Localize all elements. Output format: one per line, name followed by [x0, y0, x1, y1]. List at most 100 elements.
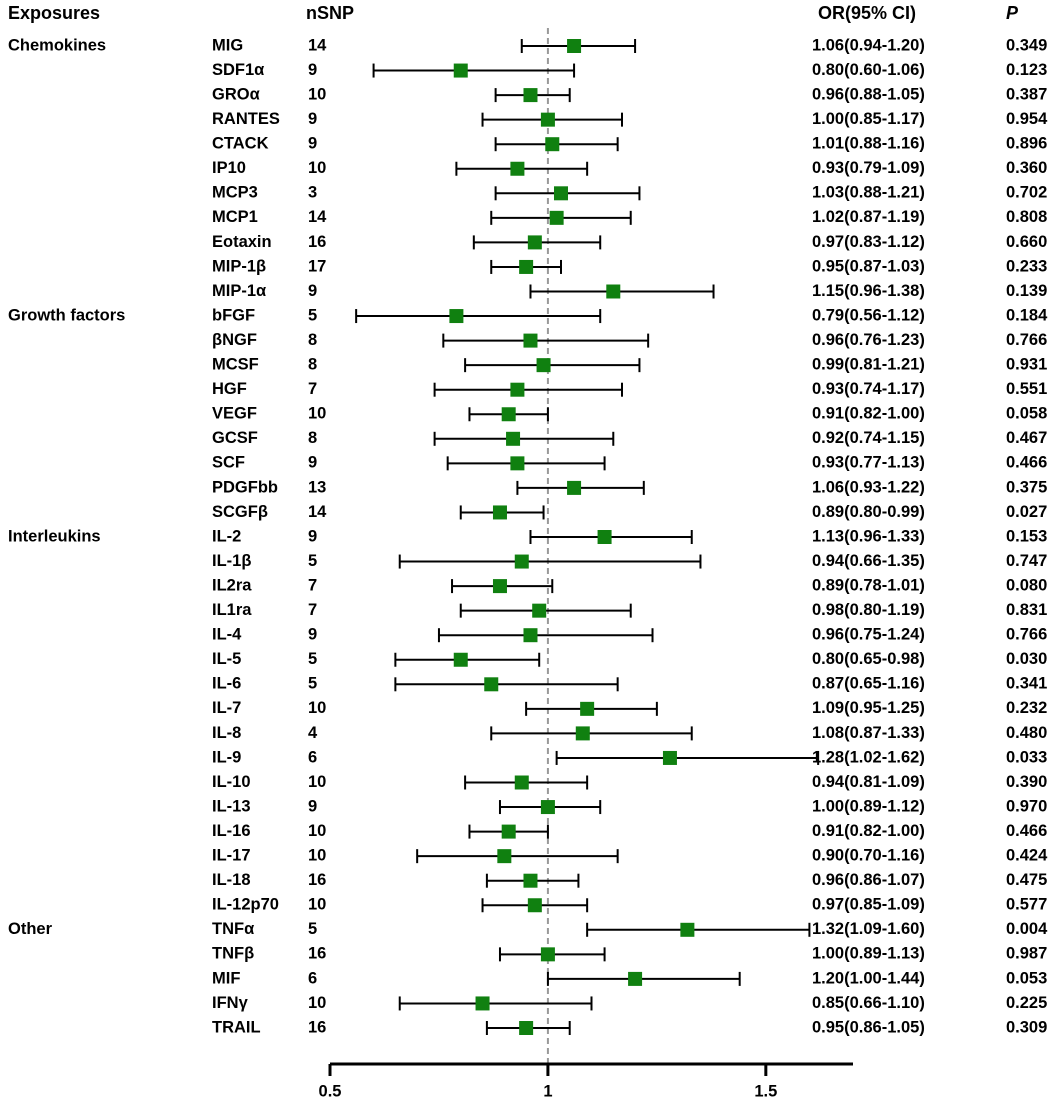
or-point [453, 63, 468, 78]
exposure-label: MIG [212, 36, 243, 54]
or-ci-value: 1.00(0.85-1.17) [812, 110, 925, 128]
or-ci-value: 1.00(0.89-1.13) [812, 945, 925, 963]
p-value: 0.027 [1006, 503, 1047, 521]
p-value: 0.747 [1006, 552, 1047, 570]
p-value: 0.466 [1006, 454, 1047, 472]
nsnp-value: 10 [308, 159, 326, 177]
header-or-ci: OR(95% CI) [818, 3, 916, 23]
nsnp-value: 16 [308, 945, 326, 963]
exposure-label: VEGF [212, 405, 257, 423]
or-ci-value: 1.32(1.09-1.60) [812, 920, 925, 938]
or-point [567, 39, 582, 53]
or-point [497, 849, 512, 864]
exposure-label: IP10 [212, 159, 246, 177]
or-ci-value: 0.89(0.78-1.01) [812, 576, 925, 594]
nsnp-value: 9 [308, 61, 317, 79]
or-ci-value: 1.03(0.88-1.21) [812, 184, 925, 202]
or-ci-value: 1.15(0.96-1.38) [812, 282, 925, 300]
or-ci-value: 0.96(0.76-1.23) [812, 331, 925, 349]
header-p-value: P [1006, 3, 1019, 23]
nsnp-value: 7 [308, 380, 317, 398]
p-value: 0.232 [1006, 699, 1047, 717]
x-axis: 0.5 1 1.5 [319, 1062, 853, 1100]
or-ci-value: 0.80(0.65-0.98) [812, 650, 925, 668]
or-point [532, 603, 547, 618]
p-value: 0.053 [1006, 969, 1047, 987]
exposure-label: IL-12p70 [212, 896, 279, 914]
p-value: 0.480 [1006, 724, 1047, 742]
p-value: 0.233 [1006, 257, 1047, 275]
or-point [545, 137, 560, 152]
exposure-label: IL-13 [212, 797, 251, 815]
or-point [510, 161, 525, 176]
exposure-label: MIP-1α [212, 282, 266, 300]
exposure-label: IL-6 [212, 675, 241, 693]
or-ci-value: 1.13(0.96-1.33) [812, 527, 925, 545]
or-point [492, 505, 507, 520]
or-ci-value: 0.95(0.87-1.03) [812, 257, 925, 275]
or-point [680, 922, 695, 937]
nsnp-value: 9 [308, 527, 317, 545]
p-value: 0.349 [1006, 36, 1047, 54]
p-value: 0.970 [1006, 797, 1047, 815]
exposure-label: IL-5 [212, 650, 241, 668]
nsnp-value: 10 [308, 699, 326, 717]
p-value: 0.467 [1006, 429, 1047, 447]
or-ci-value: 0.90(0.70-1.16) [812, 847, 925, 865]
exposure-label: SCF [212, 454, 245, 472]
nsnp-value: 14 [308, 36, 327, 54]
nsnp-value: 17 [308, 257, 326, 275]
or-point [519, 259, 534, 274]
exposure-label: SDF1α [212, 61, 264, 79]
p-value: 0.766 [1006, 626, 1047, 644]
or-point [523, 873, 538, 888]
nsnp-value: 16 [308, 871, 326, 889]
exposure-label: IL-1β [212, 552, 251, 570]
or-point [580, 701, 595, 716]
nsnp-value: 6 [308, 748, 317, 766]
or-point [597, 530, 612, 544]
or-point [501, 824, 516, 839]
exposure-label: TNFα [212, 920, 254, 938]
or-point [510, 382, 525, 397]
nsnp-value: 9 [308, 626, 317, 644]
or-ci-value: 1.09(0.95-1.25) [812, 699, 925, 717]
nsnp-value: 9 [308, 282, 317, 300]
exposure-label: MIF [212, 969, 240, 987]
or-ci-value: 0.94(0.81-1.09) [812, 773, 925, 791]
or-point [549, 210, 564, 225]
or-ci-value: 1.02(0.87-1.19) [812, 208, 925, 226]
exposure-label: IL2ra [212, 576, 252, 594]
or-point [510, 456, 525, 471]
exposure-label: IL-10 [212, 773, 251, 791]
nsnp-value: 5 [308, 306, 317, 324]
or-point [519, 1021, 534, 1035]
or-point [567, 480, 582, 495]
nsnp-value: 10 [308, 85, 326, 103]
or-ci-value: 1.20(1.00-1.44) [812, 969, 925, 987]
p-value: 0.577 [1006, 896, 1047, 914]
p-value: 0.896 [1006, 135, 1047, 153]
or-ci-value: 0.79(0.56-1.12) [812, 306, 925, 324]
p-value: 0.954 [1006, 110, 1048, 128]
p-value: 0.123 [1006, 61, 1047, 79]
exposure-label: IL-4 [212, 626, 242, 644]
or-ci-value: 0.97(0.83-1.12) [812, 233, 925, 251]
nsnp-value: 7 [308, 576, 317, 594]
nsnp-value: 9 [308, 110, 317, 128]
nsnp-value: 5 [308, 650, 317, 668]
x-tick-label: 0.5 [319, 1082, 342, 1100]
or-ci-value: 0.80(0.60-1.06) [812, 61, 925, 79]
exposure-label: IL-2 [212, 527, 241, 545]
or-point [628, 971, 643, 986]
or-point [514, 775, 529, 790]
or-ci-value: 0.91(0.82-1.00) [812, 405, 925, 423]
p-value: 0.080 [1006, 576, 1047, 594]
or-ci-value: 0.98(0.80-1.19) [812, 601, 925, 619]
nsnp-value: 5 [308, 552, 317, 570]
or-point [484, 677, 499, 692]
group-label: Chemokines [8, 36, 106, 54]
or-point [449, 309, 464, 324]
or-ci-value: 0.93(0.74-1.17) [812, 380, 925, 398]
or-ci-value: 1.01(0.88-1.16) [812, 135, 925, 153]
